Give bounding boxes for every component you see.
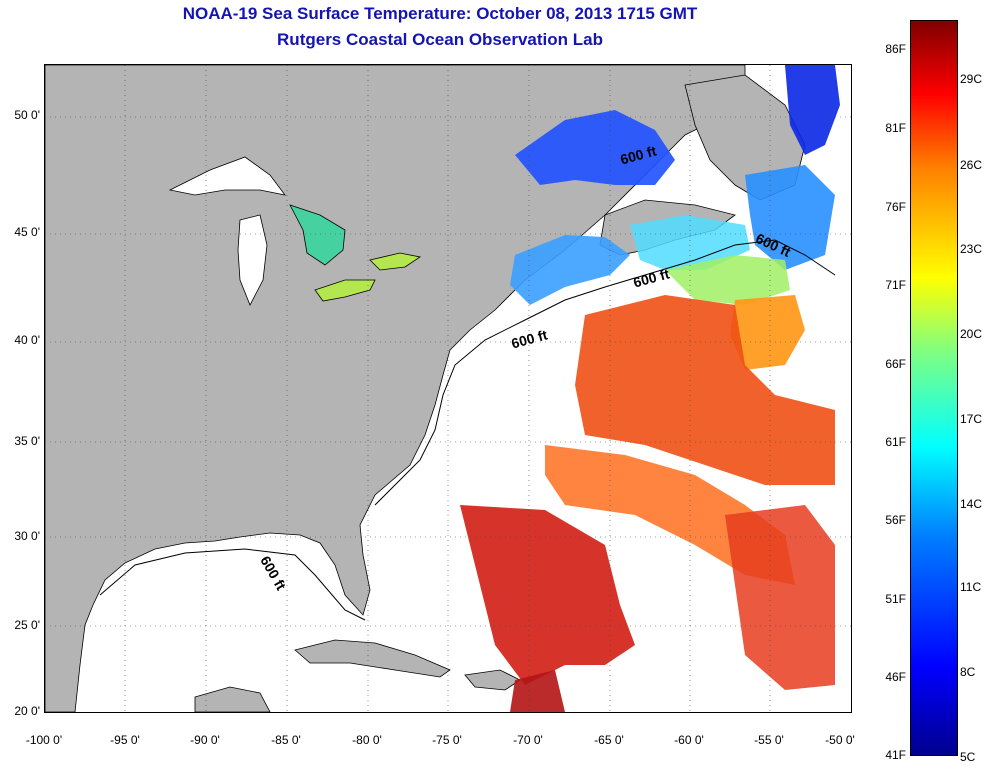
sst-labrador [785,65,840,155]
lon-label-55: -55 0' [754,733,784,747]
colorbar-c-8: 8C [960,665,976,679]
lon-label-100: -100 0' [25,733,63,747]
colorbar-f-76: 76F [885,200,906,214]
colorbar-f-66: 66F [885,357,906,371]
contour-600ft [99,239,836,621]
sst-gulf-of-maine [510,235,630,305]
lon-label-80: -80 0' [352,733,382,747]
sst-caribbean-edge [510,670,565,712]
lon-label-90: -90 0' [190,733,220,747]
colorbar-f-51: 51F [885,592,906,606]
sst-map: 600 ft 600 ft 600 ft 600 ft 600 ft [44,64,852,713]
sst-sargasso-south [460,505,635,685]
lat-label-40: 40 0' [14,333,40,347]
lat-label-50: 50 0' [14,108,40,122]
colorbar-c-29: 29C [960,72,983,86]
colorbar-c-26: 26C [960,158,983,172]
lat-label-30: 30 0' [14,529,40,543]
yucatan-land [194,686,271,712]
sst-gulf-stream [575,295,835,485]
colorbar-f-41: 41F [885,748,906,762]
lake-erie [314,279,376,302]
lon-label-50: -50 0' [825,733,855,747]
lake-ontario [369,252,422,271]
temperature-colorbar [910,20,958,756]
lake-huron [289,204,346,266]
lake-michigan [237,214,268,306]
colorbar-f-46: 46F [885,670,906,684]
sst-east-warm [725,505,835,690]
lat-label-20: 20 0' [14,704,40,718]
sst-map-canvas [45,65,851,712]
hispaniola-land [464,669,521,691]
map-subtitle: Rutgers Coastal Ocean Observation Lab [277,30,603,49]
sst-scotian-shelf [630,215,750,270]
sst-warm-eddy [730,295,805,370]
lon-label-70: -70 0' [513,733,543,747]
colorbar-c-20: 20C [960,327,983,341]
colorbar-c-5: 5C [960,750,976,764]
colorbar-c-23: 23C [960,242,983,256]
lon-label-65: -65 0' [594,733,624,747]
lon-label-95: -95 0' [110,733,140,747]
colorbar-f-86: 86F [885,42,906,56]
lat-label-35: 35 0' [14,434,40,448]
colorbar-c-11: 11C [960,580,982,594]
map-title: NOAA-19 Sea Surface Temperature: October… [182,4,698,23]
sst-georges-bank [665,255,790,305]
sst-grand-banks [745,165,835,270]
lon-label-85: -85 0' [271,733,301,747]
colorbar-c-14: 14C [960,497,983,511]
colorbar-f-81: 81F [885,121,906,135]
lake-superior [168,156,286,196]
colorbar-f-56: 56F [885,513,906,527]
cuba-land [294,639,451,678]
colorbar-f-61: 61F [885,435,906,449]
lon-label-75: -75 0' [432,733,462,747]
colorbar-f-71: 71F [885,278,906,292]
lon-label-60: -60 0' [674,733,704,747]
lat-label-45: 45 0' [14,225,40,239]
colorbar-c-17: 17C [960,412,983,426]
lat-label-25: 25 0' [14,618,40,632]
sst-gulf-st-lawrence [515,110,675,185]
